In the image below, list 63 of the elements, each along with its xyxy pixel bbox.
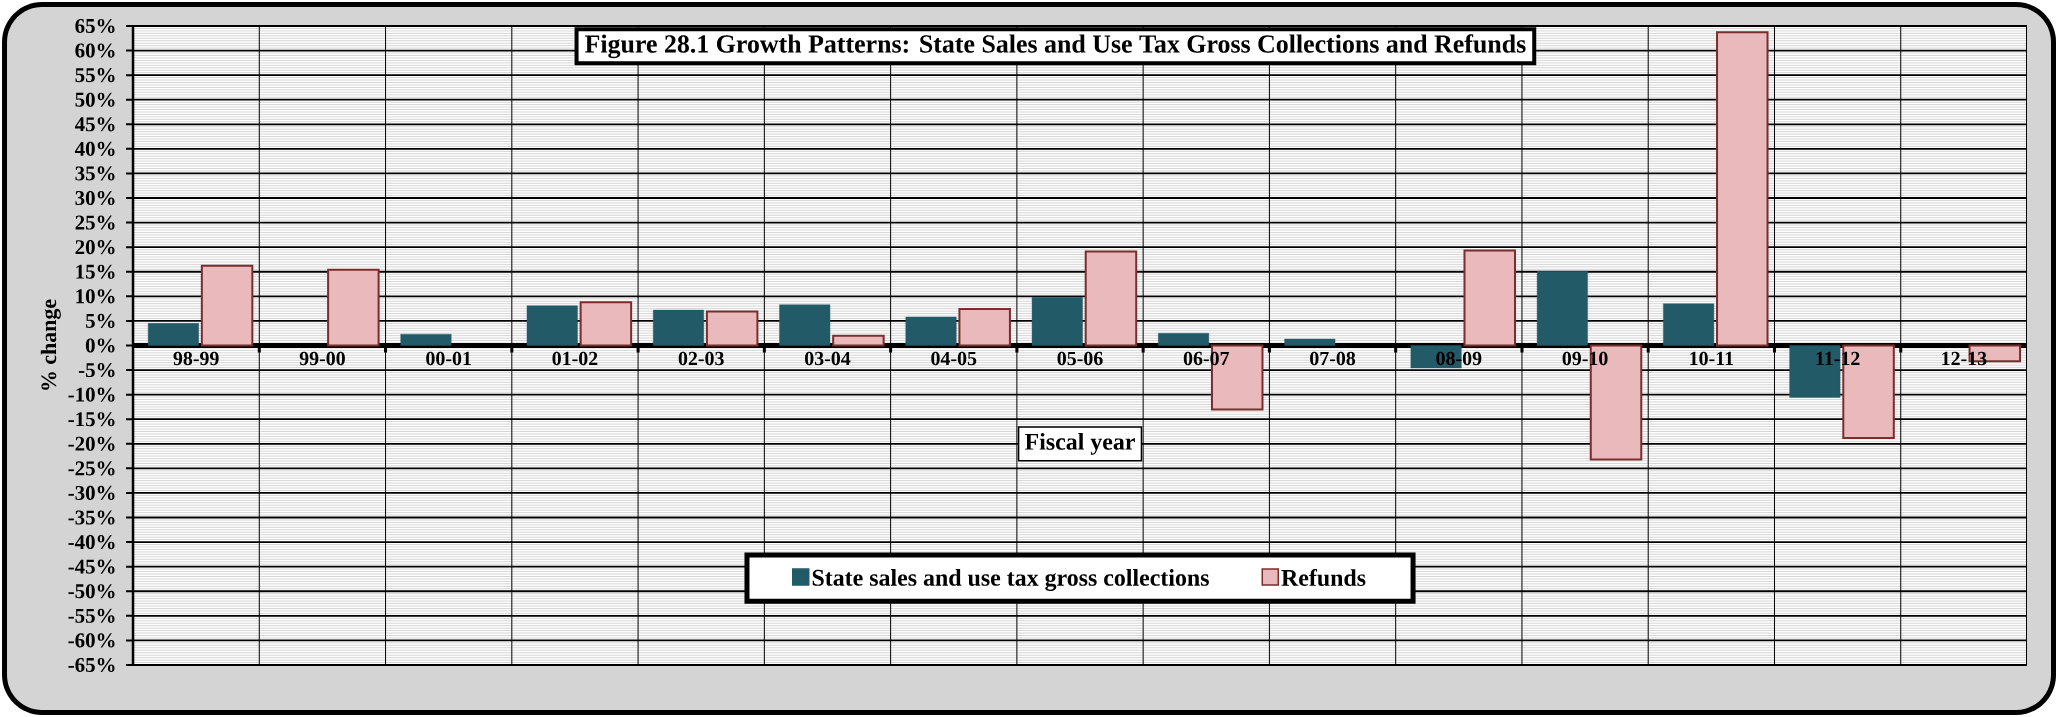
bar — [653, 309, 704, 346]
bar — [1716, 31, 1769, 347]
bar — [905, 316, 957, 346]
x-tick-label: 02-03 — [678, 351, 724, 366]
x-tick-label: 12-13 — [1942, 351, 1987, 366]
y-tick-label: -5% — [78, 362, 115, 378]
y-tick-label: 15% — [76, 264, 115, 279]
y-tick-label: -35% — [68, 510, 115, 525]
bar — [579, 301, 633, 347]
bar — [832, 334, 885, 347]
x-axis-title: Fiscal year — [1024, 433, 1135, 455]
y-tick-label: 40% — [74, 141, 115, 156]
y-axis-title: % change — [40, 299, 61, 390]
legend-label: Refunds — [1281, 568, 1366, 587]
bar — [200, 264, 254, 347]
bar — [400, 333, 452, 346]
y-tick-label: -55% — [68, 608, 115, 623]
bar — [1031, 297, 1083, 346]
y-tick-label: -65% — [68, 657, 115, 673]
bar — [1084, 250, 1138, 347]
chart-title: Figure 28.1 Growth Patterns: State Sales and Use Tax Gross Collections and Refunds — [585, 34, 1526, 59]
x-tick-label: 03-04 — [805, 351, 851, 366]
x-tick-label: 10-11 — [1690, 351, 1734, 366]
bar — [526, 305, 578, 346]
x-tick-label: 05-06 — [1057, 351, 1103, 366]
y-tick-label: 65% — [75, 18, 115, 34]
y-tick-label: -20% — [68, 436, 115, 451]
bar — [1463, 249, 1517, 347]
y-tick-label: -50% — [68, 584, 115, 599]
y-tick-label: -15% — [68, 412, 115, 427]
y-tick-label: 60% — [75, 43, 115, 58]
x-tick-label: 00-01 — [426, 351, 471, 366]
bar — [705, 310, 759, 347]
y-tick-label: -10% — [68, 387, 115, 402]
y-tick-label: 55% — [75, 68, 115, 83]
x-tick-label: 04-05 — [931, 351, 977, 366]
y-tick-label: 45% — [74, 117, 115, 132]
x-tick-label: 01-02 — [552, 351, 598, 366]
y-tick-label: 50% — [75, 92, 115, 107]
y-tick-label: -30% — [68, 485, 115, 501]
bar — [1536, 271, 1588, 346]
y-tick-label: 35% — [75, 166, 115, 181]
y-tick-label: 20% — [75, 240, 115, 255]
y-tick-label: -40% — [68, 535, 115, 550]
y-tick-label: 0% — [85, 338, 115, 353]
bar — [327, 268, 380, 347]
y-tick-label: 25% — [75, 215, 115, 230]
y-tick-label: -60% — [68, 633, 115, 648]
y-tick-label: 10% — [76, 289, 115, 304]
x-tick-label: 99-00 — [299, 351, 345, 366]
x-tick-label: 98-99 — [173, 351, 219, 366]
legend-label: State sales and use tax gross collections — [812, 569, 1209, 591]
bar — [958, 308, 1011, 347]
bar — [1284, 338, 1336, 346]
bar — [779, 304, 831, 346]
y-tick-label: -45% — [68, 559, 115, 574]
x-tick-label: 07-08 — [1310, 351, 1356, 366]
bar — [1158, 333, 1210, 346]
y-tick-label: 5% — [85, 313, 115, 329]
y-tick-label: -25% — [68, 461, 115, 476]
y-tick-label: 30% — [75, 190, 115, 206]
bar — [147, 323, 199, 346]
bar — [1663, 303, 1715, 346]
